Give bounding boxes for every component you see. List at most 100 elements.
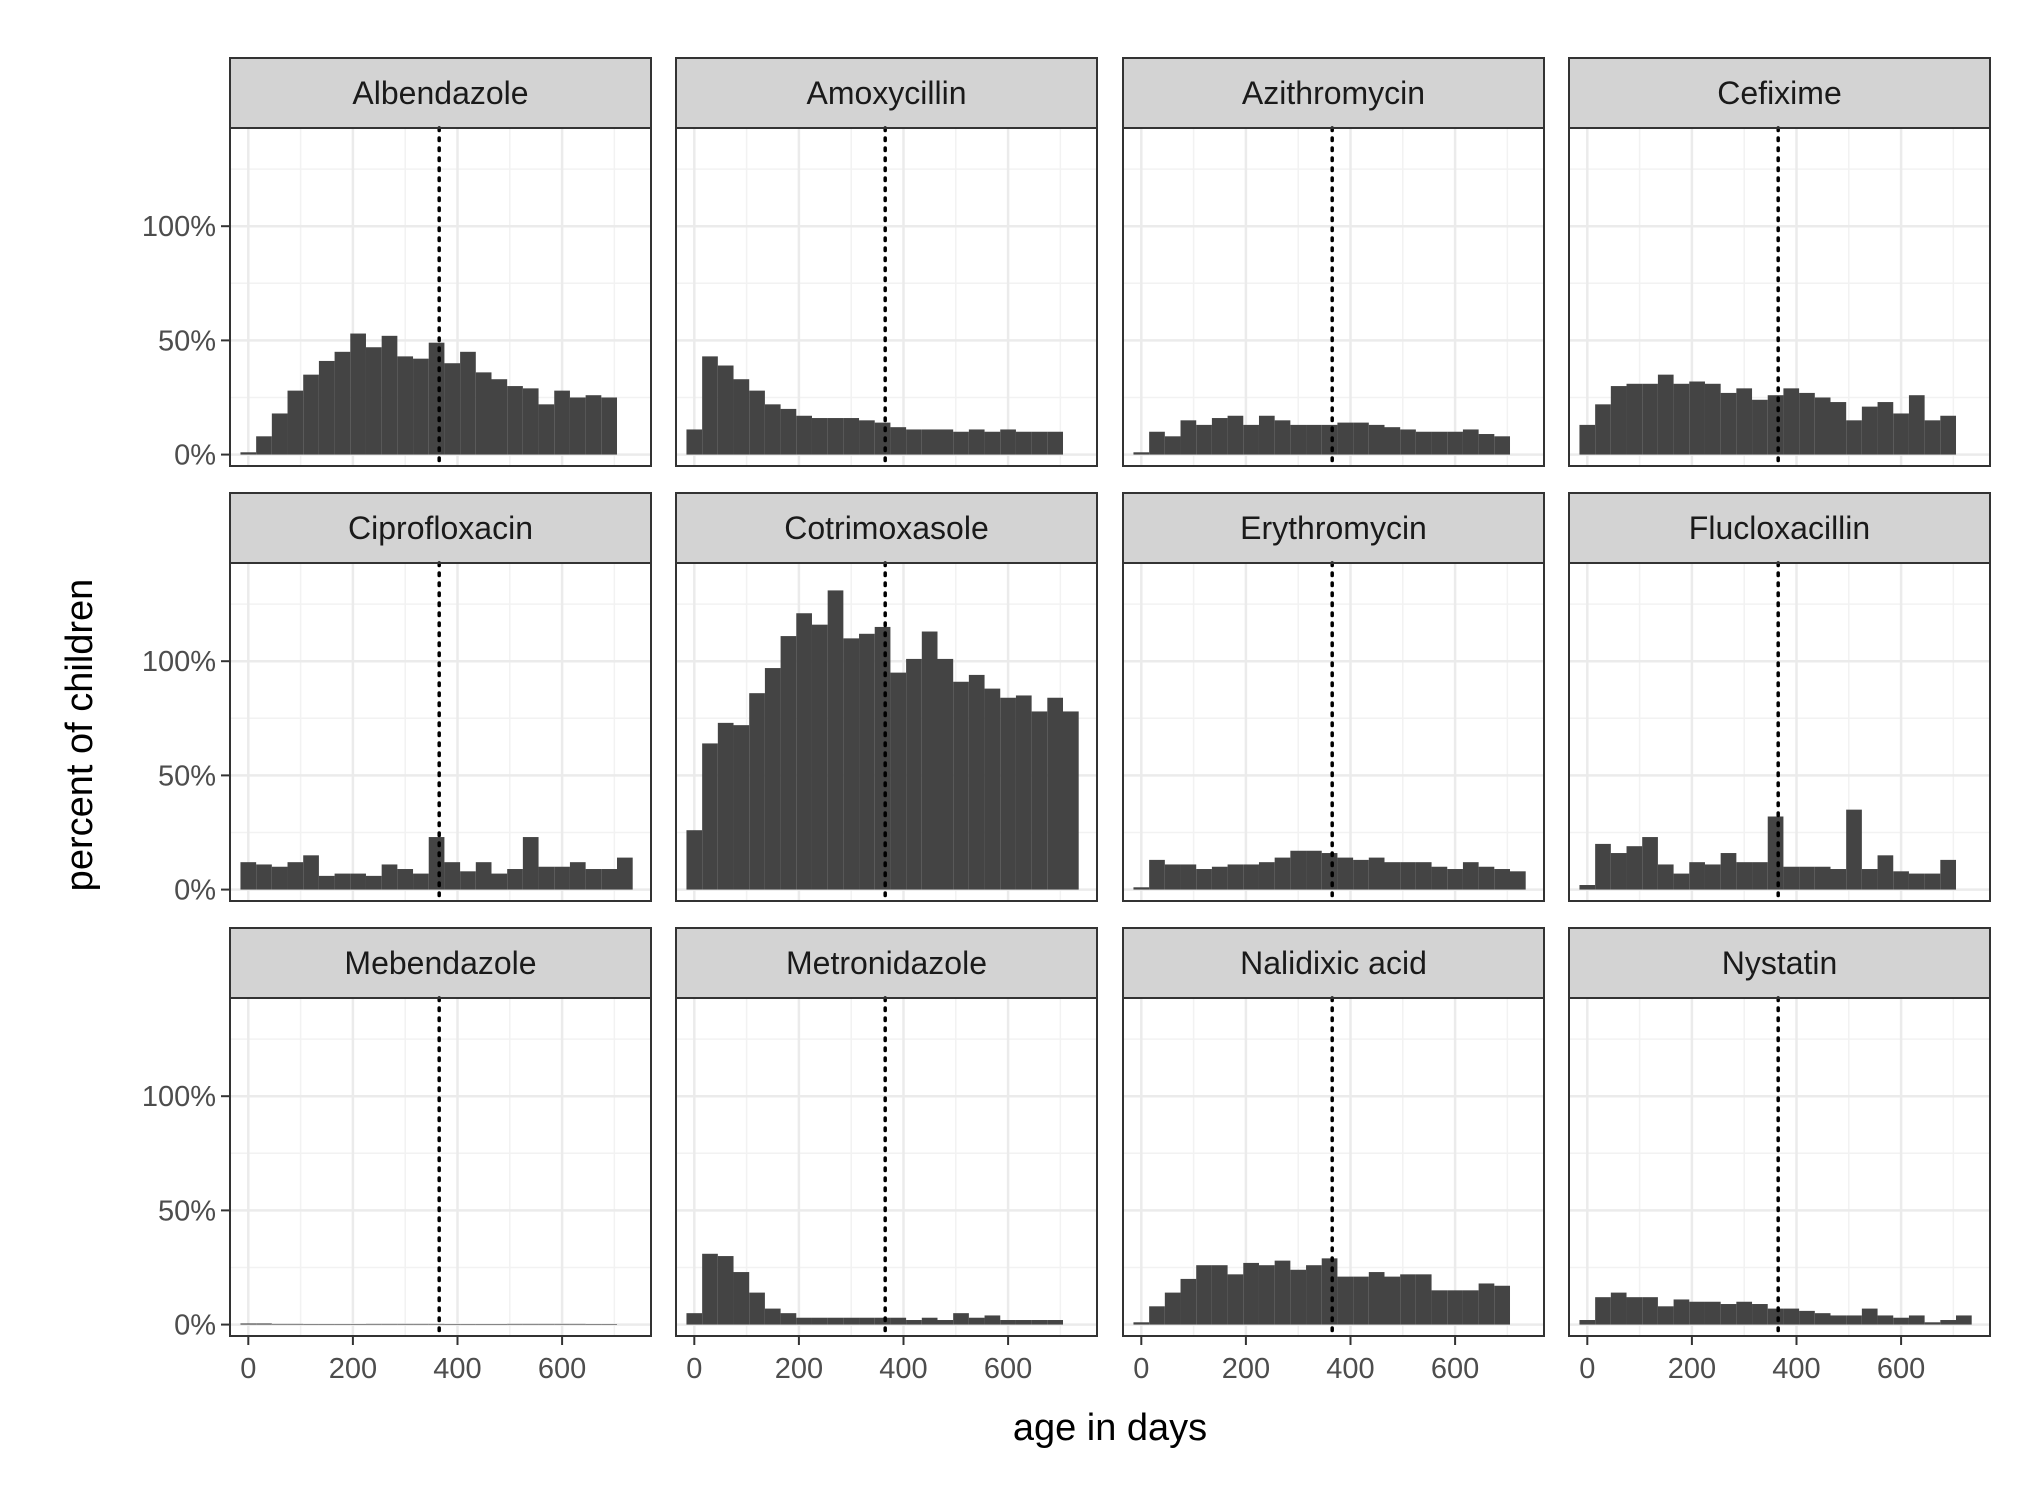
histogram-bar bbox=[843, 418, 860, 455]
histogram-bar bbox=[1306, 424, 1322, 455]
histogram-bar bbox=[1400, 429, 1416, 455]
facet-panel: Mebendazole 0% 50% 100% 0 200 400 600 bbox=[142, 927, 652, 1385]
histogram-bar bbox=[507, 386, 523, 455]
facet-panel: Nystatin 0 200 400 600 bbox=[1568, 927, 1991, 1385]
histogram-bar bbox=[1196, 424, 1212, 455]
histogram-bar bbox=[585, 395, 602, 455]
histogram-bar bbox=[1689, 1301, 1705, 1325]
facet-strip bbox=[1122, 57, 1545, 129]
histogram-bar bbox=[843, 638, 860, 890]
histogram-bar bbox=[1736, 388, 1753, 455]
facet-panel: Albendazole 0% 50% 100% bbox=[142, 57, 652, 472]
histogram-bar bbox=[1704, 864, 1721, 890]
histogram-bar bbox=[350, 333, 366, 455]
facet-strip bbox=[1122, 927, 1545, 999]
panel-border bbox=[1568, 562, 1991, 902]
histogram-bar bbox=[1431, 1290, 1448, 1325]
histogram-bar bbox=[702, 743, 718, 890]
histogram-bar bbox=[1306, 1265, 1322, 1325]
histogram-bar bbox=[1000, 1320, 1016, 1325]
histogram-bar bbox=[1720, 1304, 1737, 1325]
histogram-bar bbox=[256, 1323, 272, 1325]
facet-strip-label: Ciprofloxacin bbox=[348, 510, 533, 546]
x-tick-label: 600 bbox=[538, 1353, 586, 1385]
histogram-bar bbox=[554, 390, 570, 455]
histogram-bar bbox=[1626, 1297, 1643, 1325]
histogram-bar bbox=[1180, 1278, 1197, 1325]
histogram-bar bbox=[937, 1320, 954, 1325]
histogram-bar bbox=[968, 674, 985, 890]
panel-border bbox=[675, 997, 1098, 1337]
histogram-bar bbox=[906, 429, 922, 455]
histogram-bar bbox=[1861, 1308, 1878, 1325]
histogram-bar bbox=[1673, 1299, 1690, 1325]
histogram-bar bbox=[1830, 869, 1847, 890]
histogram-bar bbox=[569, 1323, 586, 1325]
histogram-bar bbox=[1211, 1265, 1228, 1325]
histogram-bar bbox=[1243, 1262, 1259, 1325]
histogram-bar bbox=[507, 869, 523, 890]
histogram-bar bbox=[1846, 809, 1862, 890]
histogram-bar bbox=[1814, 866, 1831, 890]
histogram-bar bbox=[1368, 424, 1385, 455]
histogram-bar bbox=[303, 855, 319, 890]
histogram-bar bbox=[1510, 871, 1526, 890]
histogram-bar bbox=[1478, 1283, 1495, 1325]
x-tick-label: 600 bbox=[1431, 1353, 1479, 1385]
histogram-bar bbox=[1000, 429, 1016, 455]
histogram-bar bbox=[1196, 1265, 1212, 1325]
histogram-bar bbox=[1861, 869, 1878, 890]
histogram-bar bbox=[271, 413, 288, 455]
histogram-bar bbox=[303, 1324, 319, 1325]
facet-strip-label: Metronidazole bbox=[786, 945, 987, 981]
histogram-bar bbox=[827, 1317, 844, 1325]
histogram-bar bbox=[1164, 436, 1181, 455]
histogram-bar bbox=[365, 875, 382, 890]
histogram-bar bbox=[1243, 424, 1259, 455]
histogram-bar bbox=[1227, 864, 1244, 890]
histogram-bar bbox=[1940, 1320, 1957, 1325]
facet-panel: Erythromycin bbox=[1122, 492, 1545, 903]
facet-panel: Metronidazole 0 200 400 600 bbox=[675, 927, 1098, 1385]
histogram-bar bbox=[702, 1253, 718, 1325]
histogram-bar bbox=[1610, 1292, 1627, 1325]
x-tick-label: 200 bbox=[775, 1353, 823, 1385]
x-tick-label: 0 bbox=[686, 1353, 702, 1385]
histogram-bar bbox=[1908, 1315, 1925, 1325]
histogram-bar bbox=[1626, 383, 1643, 455]
facet-strip-label: Nystatin bbox=[1722, 945, 1838, 981]
histogram-bar bbox=[1306, 850, 1322, 890]
histogram-bar bbox=[491, 1324, 508, 1325]
y-tick-label: 100% bbox=[142, 1081, 216, 1113]
facet-strip-label: Azithromycin bbox=[1242, 75, 1425, 111]
histogram-bar bbox=[1830, 1315, 1847, 1325]
histogram-bar bbox=[1384, 862, 1401, 890]
histogram-bar bbox=[1447, 869, 1463, 890]
histogram-bar bbox=[1579, 424, 1596, 455]
histogram-bar bbox=[1462, 862, 1479, 890]
panel-border bbox=[229, 127, 652, 467]
histogram-bar bbox=[1196, 869, 1212, 890]
histogram-bar bbox=[968, 429, 985, 455]
histogram-bar bbox=[890, 1317, 907, 1325]
panel-border bbox=[1122, 997, 1545, 1337]
histogram-bar bbox=[287, 862, 304, 890]
histogram-bar bbox=[1642, 383, 1658, 455]
histogram-bar bbox=[256, 436, 272, 455]
facet-strip-label: Erythromycin bbox=[1240, 510, 1427, 546]
histogram-bar bbox=[1752, 1304, 1768, 1325]
histogram-bar bbox=[1321, 853, 1338, 890]
histogram-bar bbox=[1846, 1315, 1862, 1325]
histogram-bar bbox=[1462, 429, 1479, 455]
y-tick-label: 50% bbox=[158, 1195, 216, 1227]
histogram-bar bbox=[1799, 866, 1815, 890]
histogram-bar bbox=[256, 864, 272, 890]
histogram-bar bbox=[811, 418, 828, 455]
facet-strip bbox=[675, 492, 1098, 564]
histogram-bar bbox=[1767, 395, 1784, 455]
histogram-bar bbox=[874, 626, 891, 890]
histogram-bar bbox=[984, 688, 1001, 890]
histogram-bar bbox=[1047, 1320, 1064, 1325]
histogram-bar bbox=[522, 1323, 539, 1325]
y-axis-title: percent of children bbox=[59, 579, 101, 892]
